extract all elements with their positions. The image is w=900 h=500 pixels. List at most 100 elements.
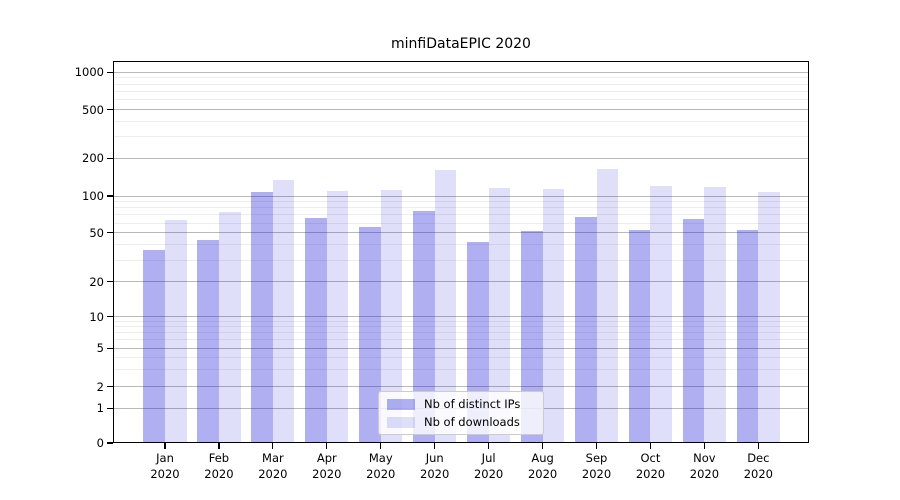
y-tick-mark (107, 281, 113, 283)
gridline-minor (113, 326, 809, 328)
x-tick-label: Apr 2020 (297, 450, 357, 482)
legend-item-distinct-ips: Nb of distinct IPs (387, 397, 535, 411)
gridline-minor (113, 201, 809, 203)
bar-distinct-ips-feb (197, 239, 219, 443)
x-tick-mark (703, 443, 705, 449)
y-tick-label: 50 (89, 225, 104, 240)
x-tick-mark (218, 443, 220, 449)
bar-downloads-may (380, 189, 403, 443)
x-tick-label: May 2020 (351, 450, 411, 482)
y-tick-label: 5 (96, 341, 104, 356)
gridline-minor (113, 207, 809, 209)
gridline-minor (113, 369, 809, 371)
x-tick-year: 2020 (420, 467, 450, 481)
x-tick-label: Aug 2020 (513, 450, 573, 482)
y-tick-label: 1 (96, 401, 104, 416)
legend-label-distinct-ips: Nb of distinct IPs (424, 397, 521, 411)
gridline-major (113, 386, 809, 388)
x-tick-mark (272, 443, 274, 449)
x-tick-month: Jul (481, 451, 496, 465)
y-tick-mark (107, 109, 113, 111)
x-tick-month: Mar (262, 451, 284, 465)
bar-distinct-ips-dec (736, 229, 759, 443)
x-tick-year: 2020 (258, 467, 288, 481)
bar-downloads-mar (272, 179, 295, 443)
gridline-minor (113, 99, 809, 101)
y-tick-mark (107, 232, 113, 234)
gridline-minor (113, 136, 809, 138)
x-tick-year: 2020 (204, 467, 234, 481)
bar-distinct-ips-oct (628, 229, 651, 443)
x-tick-month: Dec (747, 451, 770, 465)
y-tick-mark (107, 71, 113, 73)
x-tick-mark (434, 443, 436, 449)
gridline-minor (113, 339, 809, 341)
bar-distinct-ips-mar (251, 191, 273, 443)
y-tick-mark (107, 195, 113, 197)
gridline-minor (113, 259, 809, 261)
bar-downloads-feb (218, 211, 241, 443)
bar-downloads-jun (434, 170, 457, 443)
y-tick-label: 200 (82, 151, 104, 166)
gridline-major (113, 71, 809, 73)
x-tick-month: Nov (693, 451, 716, 465)
x-tick-year: 2020 (366, 467, 396, 481)
y-tick-label: 500 (82, 102, 104, 117)
x-tick-month: Feb (208, 451, 230, 465)
y-tick-label: 100 (82, 189, 104, 203)
y-tick-mark (107, 347, 113, 349)
gridline-major (113, 157, 809, 159)
y-tick-mark (107, 407, 113, 409)
bar-distinct-ips-nov (682, 218, 705, 443)
x-tick-month: Apr (316, 451, 337, 465)
bar-downloads-sep (596, 169, 619, 443)
x-tick-label: Jan 2020 (135, 450, 195, 482)
x-tick-mark (757, 443, 759, 449)
x-tick-mark (649, 443, 652, 449)
x-tick-label: Mar 2020 (243, 450, 303, 482)
x-tick-month: Oct (640, 451, 661, 465)
gridline-minor (113, 91, 809, 93)
bar-distinct-ips-aug (520, 230, 543, 443)
x-tick-label: Sep 2020 (567, 450, 627, 482)
x-tick-year: 2020 (150, 467, 180, 481)
gridline-minor (113, 357, 809, 359)
chart-title: minfiDataEPIC 2020 (391, 36, 531, 52)
y-tick-mark (107, 157, 113, 159)
gridline-major (113, 232, 809, 234)
x-tick-month: May (368, 451, 393, 465)
bar-downloads-oct (650, 185, 673, 443)
bar-distinct-ips-may (359, 226, 381, 443)
x-tick-mark (164, 443, 166, 449)
x-tick-mark (380, 443, 382, 449)
bar-downloads-aug (542, 189, 565, 443)
gridline-minor (113, 214, 809, 216)
legend-swatch-downloads (387, 416, 415, 428)
legend-swatch-distinct-ips (387, 398, 415, 410)
x-tick-month: Jun (425, 451, 444, 465)
x-tick-year: 2020 (473, 467, 504, 481)
gridline-minor (113, 77, 809, 79)
legend-label-downloads: Nb of downloads (424, 415, 520, 429)
gridline-minor (113, 222, 809, 224)
bars-layer (113, 61, 809, 443)
x-tick-label: Nov 2020 (674, 450, 734, 482)
x-tick-mark (595, 443, 598, 449)
x-tick-year: 2020 (527, 467, 558, 481)
gridline-minor (113, 244, 809, 246)
x-tick-label: Oct 2020 (620, 450, 680, 482)
x-tick-label: Dec 2020 (728, 450, 788, 482)
x-tick-year: 2020 (689, 467, 720, 481)
bar-distinct-ips-apr (305, 218, 327, 443)
gridline-major (113, 195, 809, 197)
gridline-minor (113, 332, 809, 334)
legend-item-downloads: Nb of downloads (387, 415, 535, 429)
x-tick-month: Sep (585, 451, 608, 465)
x-tick-label: Feb 2020 (189, 450, 249, 482)
x-tick-month: Aug (531, 451, 554, 465)
gridline-major (113, 316, 809, 318)
y-tick-label: 20 (89, 274, 104, 289)
bar-downloads-dec (758, 191, 780, 443)
bar-distinct-ips-jun (413, 211, 435, 443)
